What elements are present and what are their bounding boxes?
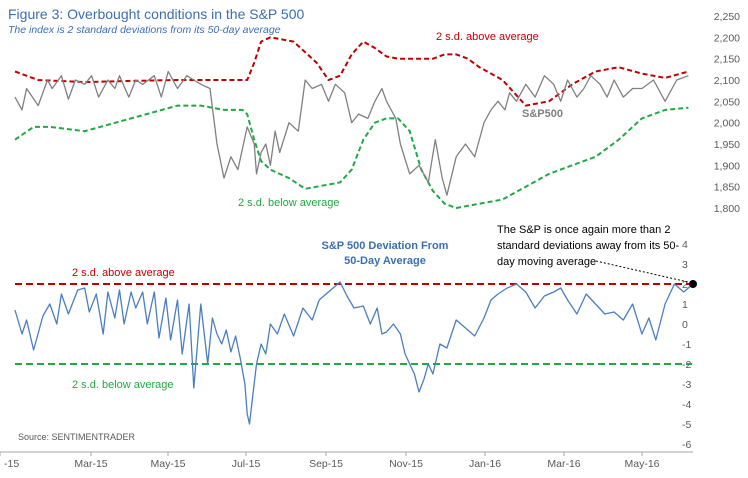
x-tick-label: -15 [4,458,19,470]
x-tick-label: Jul-15 [232,458,261,470]
series-line-deviation [14,281,694,425]
x-tick-label: Nov-15 [389,458,423,470]
y-tick-label-bottom: 1 [682,299,688,311]
annotation-2sd-above-top: 2 s.d. above average [436,31,539,43]
y-tick-label-top: 2,200 [714,32,740,44]
annotation-pointer-line [595,260,689,283]
deviation-title-line-1: S&P 500 Deviation From [322,240,449,252]
y-tick-label-top: 1,950 [714,139,740,151]
chart-subtitle: The index is 2 standard deviations from … [8,24,281,36]
annotation-2sd-below-bottom: 2 s.d. below average [72,379,174,391]
x-tick-label: Mar-15 [74,458,107,470]
y-tick-label-top: 1,900 [714,160,740,172]
y-tick-label-top: 1,850 [714,182,740,194]
source-note: Source: SENTIMENTRADER [18,432,136,442]
x-tick-label: May-15 [150,458,185,470]
y-tick-label-top: 1,800 [714,203,740,215]
y-tick-label-top: 2,100 [714,75,740,87]
y-tick-label-bottom: 0 [682,319,688,331]
y-tick-label-bottom: 3 [682,259,688,271]
y-tick-label-bottom: -5 [682,419,691,431]
x-tick-label: Mar-16 [547,458,580,470]
x-tick-label: Sep-15 [309,458,343,470]
series-line-2sd-below [14,104,689,209]
y-tick-label-top: 2,050 [714,96,740,108]
annotation-2sd-above-bottom: 2 s.d. above average [72,267,175,279]
series-line-sp500 [14,70,689,196]
annotation-note-line-1: The S&P is once again more than 2 [497,224,670,236]
y-tick-label-bottom: -4 [682,399,691,411]
annotation-2sd-below-top: 2 s.d. below average [238,197,340,209]
x-tick-label: Jan-16 [469,458,501,470]
y-tick-label-bottom: 2 [682,279,688,291]
chart-title: Figure 3: Overbought conditions in the S… [8,6,304,22]
annotation-marker-dot [689,280,697,288]
y-tick-label-bottom: -1 [682,339,691,351]
annotation-note-line-2: standard deviations away from its 50- [497,240,680,252]
x-tick-label: May-16 [624,458,659,470]
y-tick-label-bottom: -6 [682,439,691,451]
y-tick-label-top: 2,150 [714,54,740,66]
series-line-2sd-above [14,36,689,107]
annotation-sp500-label: S&P500 [522,108,563,120]
y-tick-label-top: 2,000 [714,118,740,130]
y-tick-label-bottom: 4 [682,239,688,251]
annotation-note-line-3: day moving average [497,256,596,268]
deviation-title-line-2: 50-Day Average [344,255,426,267]
y-tick-label-bottom: -3 [682,379,691,391]
y-tick-label-top: 2,250 [714,11,740,23]
